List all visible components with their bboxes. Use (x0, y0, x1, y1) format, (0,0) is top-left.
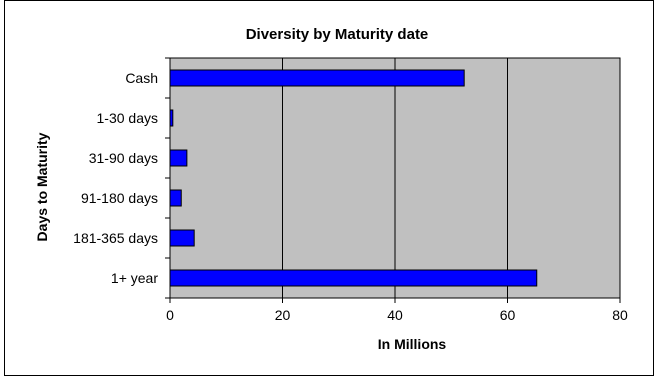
x-tick-label: 20 (275, 307, 291, 323)
bar (169, 269, 538, 287)
y-tick-label: Cash (125, 70, 158, 86)
x-tick-label: 0 (166, 307, 174, 323)
x-tick-label: 40 (387, 307, 403, 323)
bar (169, 69, 465, 87)
chart-title: Diversity by Maturity date (246, 26, 429, 43)
bar (169, 229, 195, 247)
bar-chart: Diversity by Maturity date 0 20 40 60 80 Cash… (34, 26, 628, 352)
x-tick-label: 60 (500, 307, 516, 323)
bar (169, 149, 188, 167)
y-tick-label: 1+ year (111, 270, 158, 286)
x-axis-title: In Millions (378, 336, 447, 352)
y-axis-title: Days to Maturity (34, 132, 50, 241)
x-tick-label: 80 (612, 307, 628, 323)
y-tick-label: 31-90 days (89, 150, 158, 166)
y-tick-label: 91-180 days (81, 190, 158, 206)
bar (169, 109, 174, 127)
y-tick-label: 181-365 days (73, 230, 158, 246)
bar (169, 189, 182, 207)
y-tick-label: 1-30 days (97, 110, 158, 126)
chart-frame: Diversity by Maturity date 0 20 40 60 80 Cash… (4, 0, 654, 376)
